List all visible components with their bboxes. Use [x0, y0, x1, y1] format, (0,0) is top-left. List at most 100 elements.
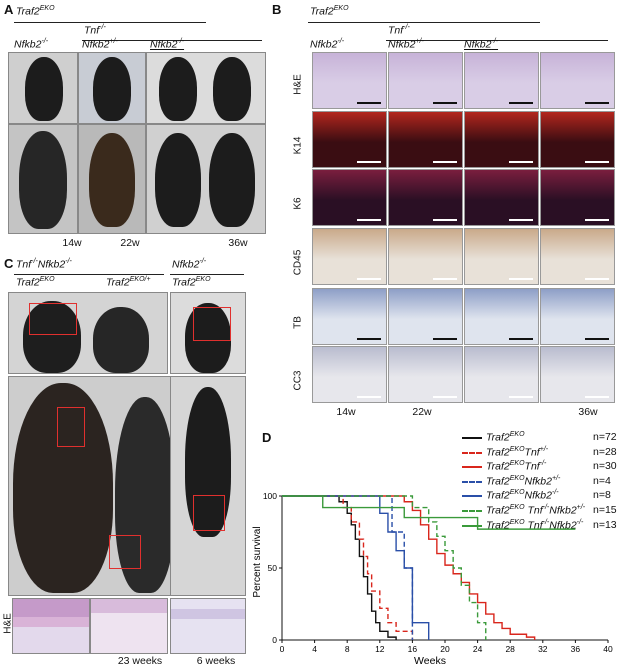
legend-count: n=28: [593, 445, 617, 458]
scale-bar: [509, 338, 533, 340]
histology-tile-tb-4: [540, 288, 615, 345]
histology-tile-k14-2: [388, 111, 463, 168]
panel-b-row-label-cd45: CD45: [292, 249, 304, 276]
scale-bar: [433, 278, 457, 280]
panel-c-right-label: Traf2EKO: [172, 276, 211, 289]
panel-b-subgroup-label: Tnf-/-: [388, 24, 410, 37]
histology-tile-cc3-3: [464, 346, 539, 403]
scale-bar: [357, 102, 381, 104]
histology-tile-k6-2: [388, 169, 463, 226]
panel-c-he-image-2: [90, 598, 168, 654]
legend-entry: Traf2EKO Tnf-/-Nfkb2+/- n=15: [462, 504, 617, 518]
scale-bar: [585, 278, 609, 280]
scale-bar: [585, 338, 609, 340]
y-axis-label: Percent survival: [252, 526, 263, 597]
legend-count: n=15: [593, 504, 617, 516]
x-tick-label: 0: [280, 644, 285, 654]
scale-bar: [509, 396, 533, 398]
scale-bar: [585, 102, 609, 104]
legend-entry: Traf2EKO Tnf-/-Nfkb2-/- n=13: [462, 519, 617, 533]
panel-a-photo-bottom-3: [146, 124, 266, 234]
panel-a-letter: A: [4, 2, 14, 17]
legend-entry: Traf2EKONfkb2+/- n=4: [462, 475, 617, 489]
panel-a-subgroup-label: Tnf-/-: [84, 24, 106, 37]
panel-a-photo-top-1: [8, 52, 78, 124]
panel-b-letter: B: [272, 2, 282, 17]
scale-bar: [433, 161, 457, 163]
survival-curve-3: [282, 495, 536, 640]
panel-a-age-3: 36w: [228, 237, 248, 249]
y-tick-label: 50: [268, 563, 278, 573]
histology-tile-k6-4: [540, 169, 615, 226]
panel-a-col3-label: Nfkb2-/-: [150, 38, 185, 51]
y-tick-label: 100: [263, 491, 277, 501]
panel-b-row-label-tb: TB: [292, 316, 304, 329]
x-axis-label: Weeks: [414, 655, 446, 667]
histology-tile-he-4: [540, 52, 615, 109]
histology-tile-k14-4: [540, 111, 615, 168]
histology-tile-cc3-4: [540, 346, 615, 403]
panel-c-group1-line: [14, 274, 164, 275]
histology-tile-he-1: [312, 52, 387, 109]
legend-label: Traf2EKO: [486, 431, 525, 444]
histology-tile-tb-2: [388, 288, 463, 345]
scale-bar: [357, 161, 381, 163]
scale-bar: [433, 396, 457, 398]
panel-c-age-left: 23 weeks: [117, 655, 163, 667]
panel-b-row-label-cc3: CC3: [292, 370, 304, 391]
legend-swatch: [462, 495, 482, 498]
x-tick-label: 36: [571, 644, 581, 654]
panel-b-age-3: 36w: [578, 406, 598, 418]
panel-b-col3-label: Nfkb2-/-: [464, 38, 499, 51]
scale-bar: [433, 219, 457, 221]
panel-a-photo-top-3: [146, 52, 266, 124]
panel-d-letter: D: [262, 430, 272, 445]
histology-tile-tb-3: [464, 288, 539, 345]
survival-curve-5: [282, 495, 430, 640]
scale-bar: [433, 338, 457, 340]
legend-label: Traf2EKONfkb2-/-: [486, 489, 559, 502]
panel-b-col2-label: Nfkb2+/-: [388, 38, 424, 51]
legend-count: n=72: [593, 431, 617, 443]
legend-count: n=13: [593, 518, 617, 531]
x-tick-label: 16: [408, 644, 418, 654]
panel-a-age-1: 14w: [62, 237, 82, 249]
scale-bar: [357, 396, 381, 398]
legend-count: n=4: [593, 474, 611, 487]
scale-bar: [357, 219, 381, 221]
legend-entry: Traf2EKO n=72: [462, 431, 617, 445]
legend-swatch: [462, 510, 482, 512]
panel-a-photo-bottom-2: [78, 124, 146, 234]
histology-tile-he-2: [388, 52, 463, 109]
legend-entry: Traf2EKOTnf-/- n=30: [462, 460, 617, 474]
scale-bar: [509, 278, 533, 280]
legend-label: Traf2EKO Tnf-/-Nfkb2-/-: [486, 518, 584, 532]
histology-tile-cd45-4: [540, 228, 615, 285]
panel-c-letter: C: [4, 256, 14, 271]
histology-tile-cd45-3: [464, 228, 539, 285]
panel-a-age-2: 22w: [120, 237, 140, 249]
panel-b-row-label-he: H&E: [292, 74, 304, 95]
legend-swatch: [462, 480, 482, 483]
histology-tile-tb-1: [312, 288, 387, 345]
x-tick-label: 12: [375, 644, 385, 654]
scale-bar: [357, 338, 381, 340]
legend-count: n=30: [593, 460, 617, 473]
panel-a-col2-label: Nfkb2+/-: [82, 38, 118, 51]
panel-c-left-label: Traf2EKO: [16, 276, 55, 289]
panel-b-col1-label: Nfkb2-/-: [310, 38, 345, 51]
legend-swatch: [462, 437, 482, 439]
panel-c-photo-head-left: [8, 292, 168, 374]
legend-label: Traf2EKOTnf-/-: [486, 460, 547, 473]
panel-b-row-label-k14: K14: [292, 136, 304, 155]
histology-tile-cc3-2: [388, 346, 463, 403]
panel-b-group-label: Traf2EKO: [310, 5, 349, 18]
scale-bar: [509, 161, 533, 163]
histology-tile-k14-3: [464, 111, 539, 168]
legend-label: Traf2EKOTnf+/-: [486, 445, 549, 459]
panel-c-photo-body-right: [170, 376, 246, 596]
survival-curve-7: [282, 495, 576, 530]
panel-c-age-right: 6 weeks: [196, 655, 236, 667]
legend-entry: Traf2EKONfkb2-/- n=8: [462, 489, 617, 503]
x-tick-label: 8: [345, 644, 350, 654]
